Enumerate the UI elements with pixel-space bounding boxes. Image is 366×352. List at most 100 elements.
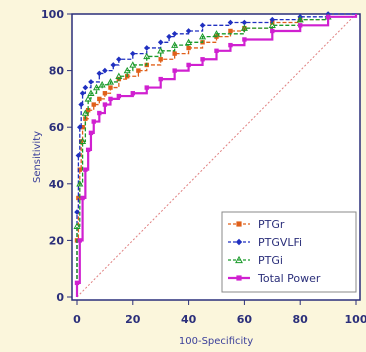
data-point (74, 209, 80, 215)
data-point (269, 16, 276, 23)
data-point (172, 68, 177, 73)
y-tick-label: 100 (41, 8, 64, 21)
data-point (88, 79, 94, 85)
data-point (79, 90, 86, 97)
data-point (236, 275, 242, 281)
data-point (102, 91, 108, 96)
data-point (296, 15, 304, 23)
data-point (76, 124, 83, 130)
y-ticks: 0 20 40 60 80 100 (41, 8, 72, 304)
data-point (97, 96, 102, 102)
data-point (84, 95, 92, 102)
data-point (82, 84, 89, 91)
data-point (242, 25, 247, 31)
data-point (96, 70, 103, 77)
data-point (236, 221, 242, 227)
data-point (77, 167, 82, 172)
legend-label: PTGr (258, 218, 285, 231)
data-point (240, 24, 248, 31)
x-tick-label: 100 (345, 313, 366, 326)
data-point (77, 238, 82, 243)
data-point (212, 30, 221, 37)
data-point (110, 62, 117, 68)
data-point (242, 37, 247, 42)
series-line (75, 14, 358, 297)
data-point (129, 61, 137, 68)
data-point (143, 52, 151, 60)
data-point (199, 32, 207, 40)
x-tick-label: 80 (293, 313, 309, 326)
data-point (130, 91, 135, 96)
data-point (74, 280, 80, 286)
data-point (157, 39, 164, 46)
y-tick-label: 20 (49, 234, 65, 247)
data-point (171, 41, 179, 48)
data-point (79, 137, 87, 145)
data-point (91, 119, 96, 124)
data-point (87, 89, 95, 96)
x-tick-label: 20 (125, 313, 141, 326)
data-point (123, 66, 131, 74)
legend: PTGr PTGVLFi PTGi Total Power (221, 211, 357, 293)
data-point (73, 222, 81, 229)
x-tick-label: 60 (237, 313, 253, 326)
data-point (83, 167, 88, 172)
data-point (228, 42, 233, 48)
series-layer (73, 11, 358, 297)
data-point (91, 102, 96, 107)
data-point (92, 83, 101, 91)
x-axis-title: 100-Specificity (179, 336, 253, 347)
data-point (144, 85, 149, 90)
series-total-power (74, 14, 358, 297)
data-point (166, 33, 172, 40)
data-point (227, 19, 234, 26)
data-point (108, 96, 113, 102)
data-point (116, 93, 122, 99)
data-point (136, 68, 141, 73)
data-point (78, 101, 84, 108)
data-point (199, 22, 206, 29)
data-point (97, 110, 102, 116)
legend-label: PTGVLFi (258, 236, 302, 249)
data-point (235, 255, 243, 264)
data-point (76, 195, 81, 201)
data-point (108, 85, 113, 90)
data-point (214, 48, 219, 53)
x-tick-label: 0 (73, 313, 81, 326)
data-point (75, 152, 82, 159)
data-point (80, 195, 85, 201)
data-point (268, 21, 276, 29)
data-point (98, 81, 106, 88)
data-point (325, 14, 331, 20)
data-point (186, 62, 191, 68)
data-point (235, 238, 243, 246)
data-point (270, 28, 275, 34)
data-point (200, 57, 205, 62)
data-point (228, 28, 233, 34)
y-tick-label: 40 (49, 178, 65, 191)
legend-label: PTGi (258, 254, 283, 267)
x-tick-label: 40 (181, 313, 197, 326)
series-line (76, 13, 356, 297)
y-axis-title: Sensitivity (32, 131, 43, 183)
data-point (85, 147, 91, 153)
series-ptgi (73, 13, 357, 297)
data-point (185, 28, 192, 34)
data-point (116, 56, 122, 63)
y-tick-label: 60 (49, 121, 65, 134)
x-ticks: 0 20 40 60 80 100 (73, 300, 366, 326)
data-point (106, 78, 115, 85)
data-point (115, 72, 123, 79)
data-point (158, 57, 163, 62)
y-tick-label: 0 (56, 291, 64, 304)
data-point (172, 51, 177, 56)
data-point (186, 45, 191, 51)
y-tick-label: 80 (49, 65, 65, 78)
data-point (298, 23, 303, 28)
data-point (81, 109, 89, 116)
data-point (76, 180, 84, 187)
data-point (185, 38, 193, 45)
data-point (157, 47, 165, 54)
data-point (102, 102, 108, 107)
